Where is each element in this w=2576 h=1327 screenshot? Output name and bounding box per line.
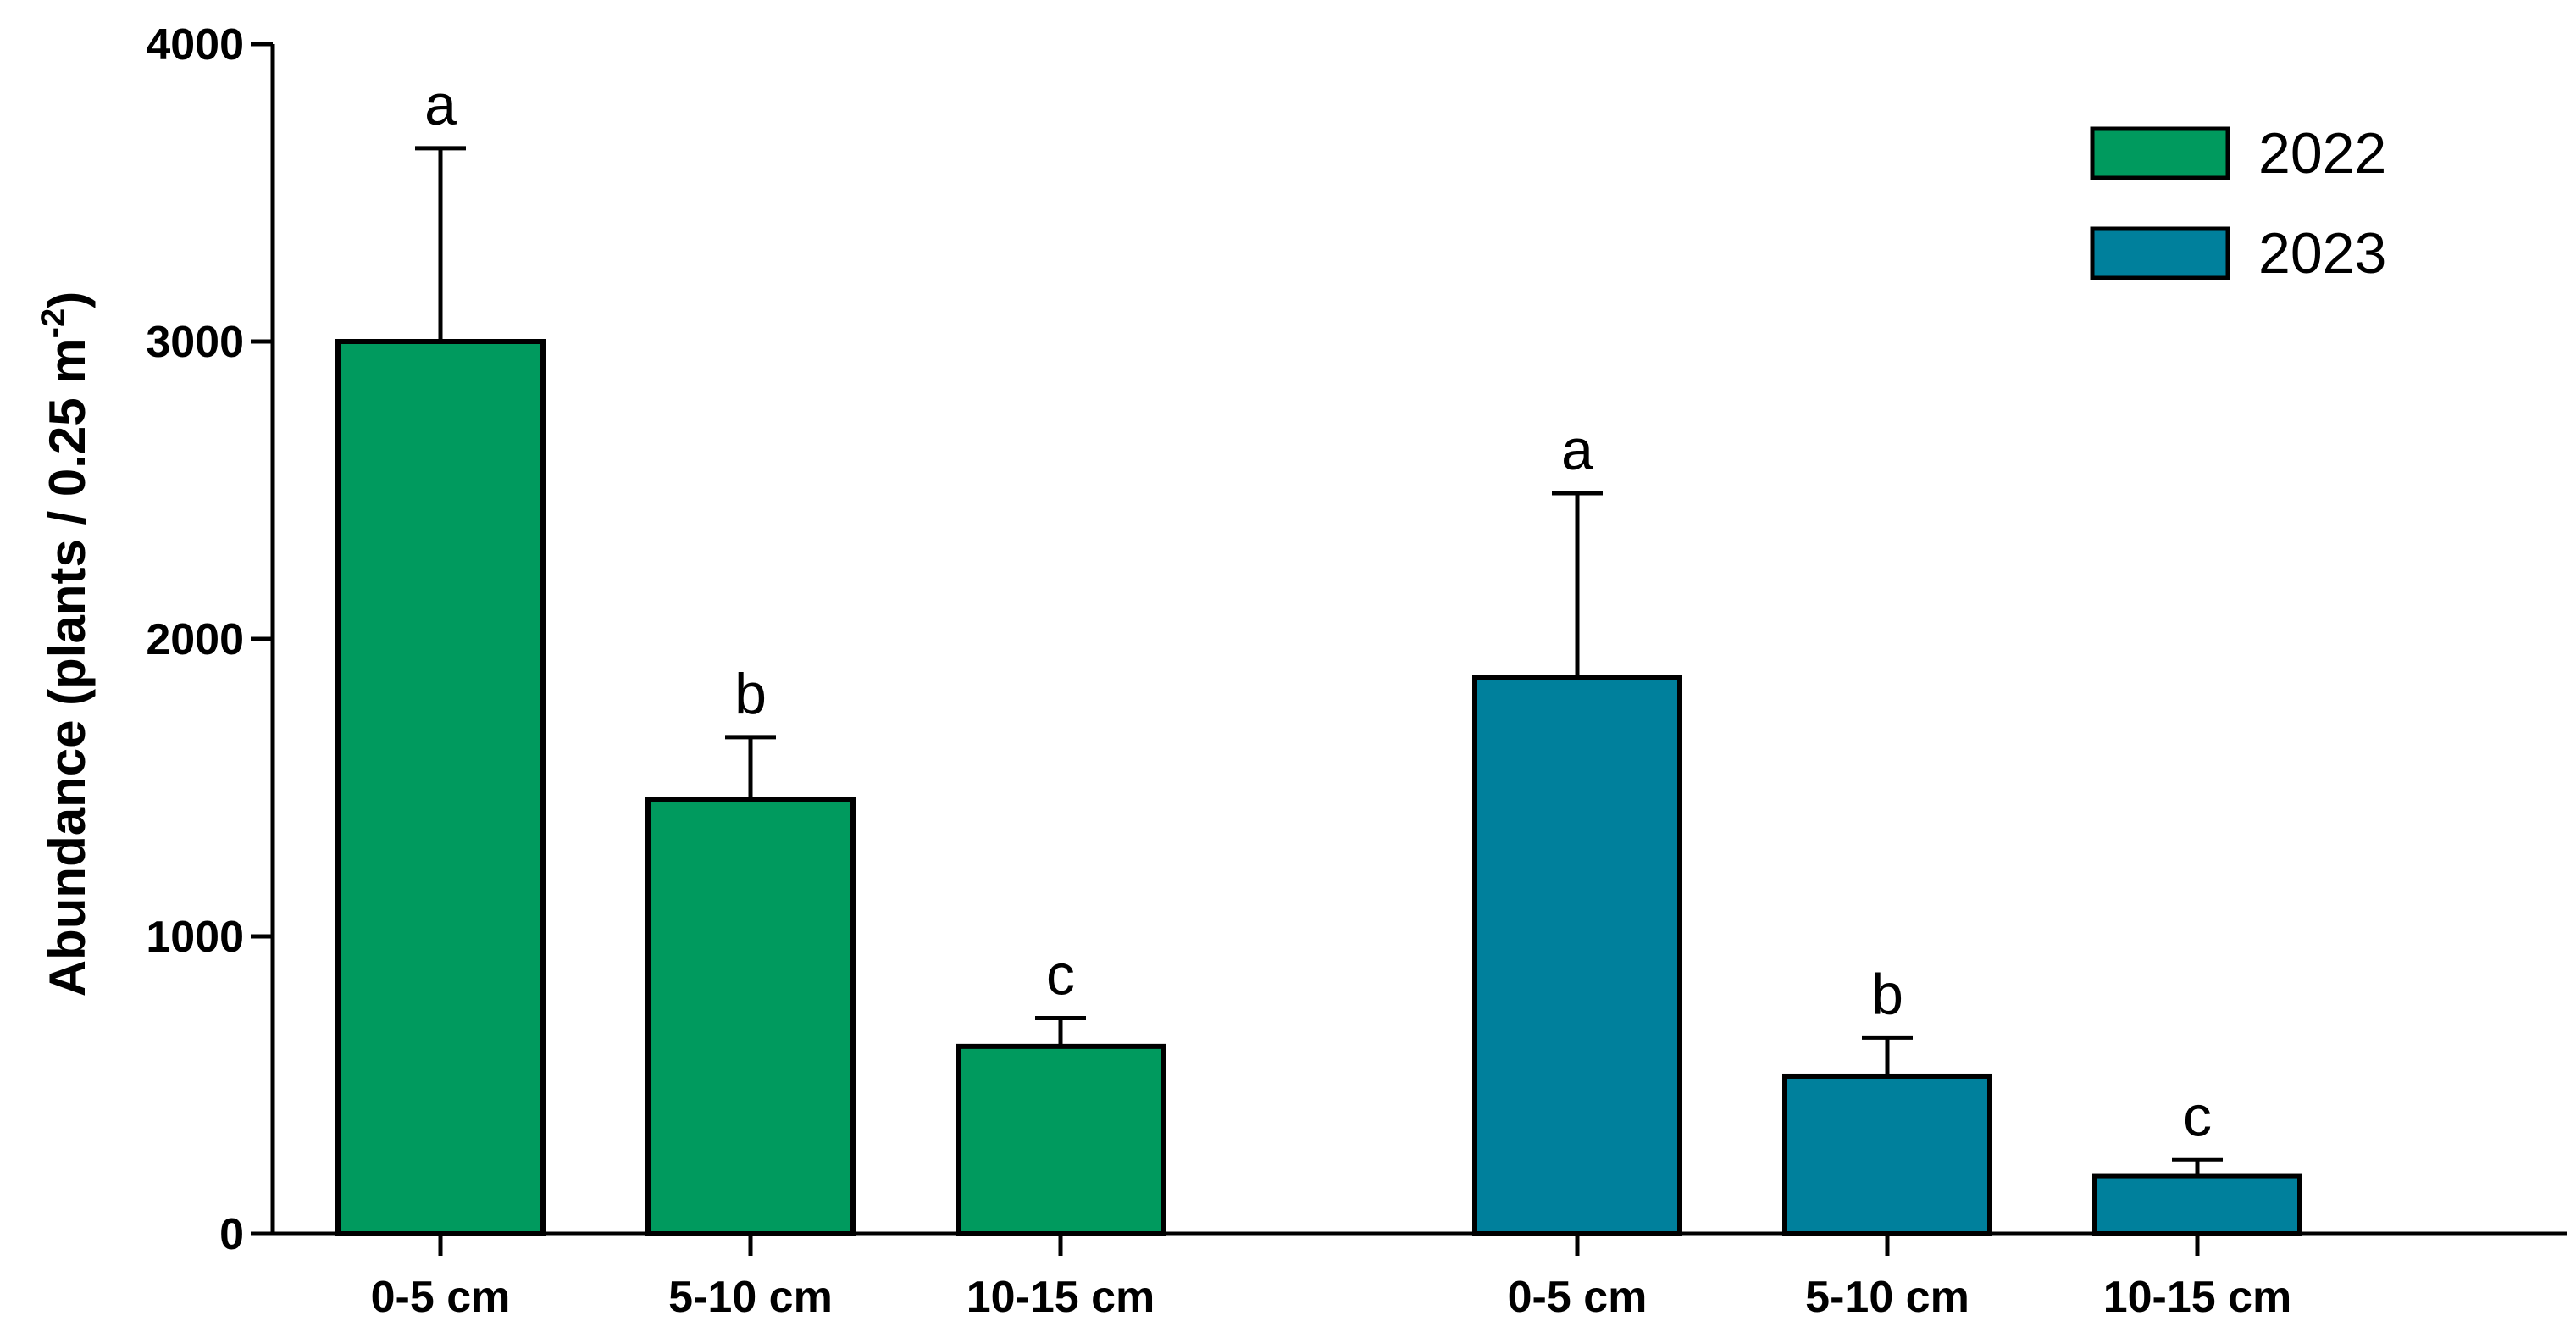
legend-swatch-2023: [2090, 226, 2230, 280]
plot-area: 0 1000 2000 3000 4000 a 0-5 cm b 5-10 cm c 10-15 c…: [146, 20, 2567, 1322]
x-tick-label: 0-5 cm: [371, 1273, 511, 1322]
y-tick-label: 2000: [146, 615, 244, 664]
bar-2023-10-15cm: [2092, 1173, 2302, 1237]
x-tick-label: 5-10 cm: [668, 1273, 833, 1322]
y-tick-label: 1000: [146, 913, 244, 962]
significance-letter: b: [1871, 962, 1903, 1026]
bar-2022-5-10cm: [645, 797, 856, 1236]
legend-label-2023: 2023: [2258, 221, 2386, 286]
bar-2022-10-15cm: [956, 1043, 1166, 1236]
legend-label-2022: 2022: [2258, 121, 2386, 186]
y-axis-label: Abundance (plants / 0.25 m-2): [35, 291, 96, 997]
significance-letter: c: [2183, 1084, 2212, 1148]
y-tick-label: 0: [219, 1210, 244, 1259]
x-tick-label: 0-5 cm: [1508, 1273, 1648, 1322]
significance-letter: a: [424, 73, 457, 137]
y-tick-label: 3000: [146, 318, 244, 367]
y-axis-label-suffix: ): [39, 291, 96, 308]
bar-2023-0-5cm: [1472, 675, 1682, 1236]
significance-letter: c: [1046, 943, 1075, 1008]
legend-swatch-2022: [2090, 126, 2230, 180]
significance-letter: a: [1561, 418, 1593, 482]
y-tick-label: 4000: [146, 20, 244, 69]
y-axis-label-main: Abundance (plants / 0.25 m: [39, 338, 96, 997]
x-tick-label: 5-10 cm: [1805, 1273, 1969, 1322]
y-axis-label-superscript: -2: [35, 308, 72, 339]
x-tick-label: 10-15 cm: [967, 1273, 1155, 1322]
legend: 2022 2023: [2090, 121, 2386, 286]
bar-2022-0-5cm: [335, 339, 546, 1236]
significance-letter: b: [734, 662, 767, 726]
x-tick-label: 10-15 cm: [2103, 1273, 2292, 1322]
bar-2023-5-10cm: [1782, 1073, 1992, 1236]
